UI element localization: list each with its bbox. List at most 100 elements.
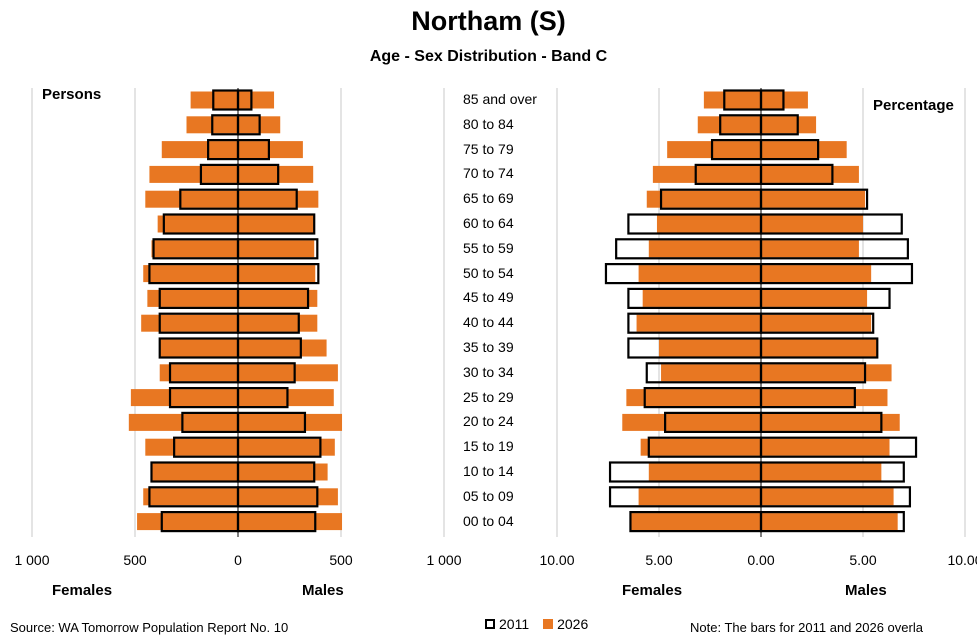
percentage-bar-2026-female	[630, 513, 761, 531]
persons-bar-2026-male	[238, 389, 334, 407]
persons-pyramid: 1 000 500 0 500 1 000	[14, 88, 462, 568]
persons-bar-2026-male	[238, 141, 303, 159]
percentage-bar-2026-female	[640, 438, 761, 456]
age-label: 00 to 04	[463, 512, 514, 529]
persons-bar-2026-female	[157, 215, 238, 233]
persons-bar-2026-male	[238, 438, 335, 456]
percentage-bar-2026-female	[646, 190, 761, 208]
percentage-tick-label: 10.00	[947, 552, 977, 568]
percentage-bar-2026-male	[761, 265, 872, 283]
percentage-bar-2026-male	[761, 215, 863, 233]
persons-bar-2026-male	[238, 488, 338, 506]
persons-bar-2026-female	[151, 463, 238, 481]
persons-bar-2026-female	[143, 265, 238, 283]
percentage-bar-2026-female	[667, 141, 761, 159]
persons-bar-2026-male	[238, 463, 328, 481]
percentage-bar-2026-male	[761, 190, 866, 208]
percentage-bar-2026-male	[761, 488, 894, 506]
legend-swatch-2026	[543, 619, 554, 629]
percentage-tick-label: 10.00	[539, 552, 574, 568]
persons-bar-2026-female	[145, 438, 238, 456]
percentage-bar-2026-male	[761, 141, 847, 159]
persons-bar-2026-female	[141, 314, 238, 332]
age-label: 30 to 34	[463, 363, 514, 380]
age-label: 20 to 24	[463, 413, 514, 430]
age-label: 80 to 84	[463, 115, 514, 132]
percentage-bar-2026-female	[697, 116, 761, 134]
age-label: 35 to 39	[463, 339, 514, 355]
age-label: 15 to 19	[463, 438, 514, 455]
persons-tick-label: 500	[329, 552, 353, 568]
percentage-bar-2026-female	[656, 215, 761, 233]
age-label: 45 to 49	[463, 289, 514, 306]
persons-bar-2026-male	[238, 513, 343, 531]
percentage-bar-2026-male	[761, 513, 898, 531]
percentage-bar-2026-male	[761, 438, 890, 456]
left-females-label: Females	[52, 582, 113, 599]
persons-bar-2026-male	[238, 265, 316, 283]
overlap-note: Note: The bars for 2011 and 2026 overla	[690, 620, 923, 635]
legend: 2011 2026	[485, 616, 588, 632]
age-label: 70 to 74	[463, 165, 514, 182]
right-females-label: Females	[622, 582, 683, 599]
percentage-bar-2026-male	[761, 364, 892, 382]
age-label: 10 to 14	[463, 463, 514, 479]
left-males-label: Males	[302, 582, 344, 599]
persons-bar-2026-male	[238, 91, 275, 109]
age-label: 65 to 69	[463, 190, 514, 207]
persons-bar-2026-female	[151, 240, 238, 258]
age-label: 60 to 64	[463, 215, 514, 231]
persons-bar-2026-female	[161, 141, 238, 159]
persons-bar-2026-male	[238, 240, 315, 258]
persons-tick-label: 500	[123, 552, 147, 568]
persons-bar-2026-male	[238, 289, 318, 307]
legend-label-2026: 2026	[557, 616, 589, 632]
persons-bar-2026-female	[143, 488, 238, 506]
persons-bar-2026-male	[238, 339, 327, 357]
persons-tick-label: 1 000	[426, 552, 461, 568]
persons-bar-2026-female	[159, 364, 238, 382]
percentage-tick-label: 0.00	[747, 552, 774, 568]
age-label: 05 to 09	[463, 487, 514, 504]
percentage-tick-label: 5.00	[849, 552, 876, 568]
percentage-bar-2026-female	[642, 289, 761, 307]
percentage-bar-2026-male	[761, 165, 859, 183]
persons-bar-2026-female	[137, 513, 238, 531]
percentage-bar-2026-male	[761, 463, 882, 481]
percentage-bar-2026-female	[638, 488, 761, 506]
percentage-bar-2026-male	[761, 314, 872, 332]
percentage-bar-2026-male	[761, 389, 888, 407]
percentage-bar-2026-male	[761, 289, 868, 307]
percentage-bar-2026-female	[661, 364, 761, 382]
percentage-bar-2026-female	[626, 389, 761, 407]
persons-bar-2026-male	[238, 413, 343, 431]
age-label: 50 to 54	[463, 264, 514, 281]
persons-bar-2026-male	[238, 215, 315, 233]
percentage-bar-2026-female	[636, 314, 761, 332]
percentage-tick-label: 5.00	[645, 552, 672, 568]
right-males-label: Males	[845, 582, 887, 599]
persons-tick-label: 1 000	[14, 552, 49, 568]
percentage-bar-2026-female	[659, 339, 761, 357]
left-chart-title: Persons	[42, 86, 102, 103]
age-label: 25 to 29	[463, 388, 514, 405]
percentage-bar-2026-male	[761, 240, 859, 258]
percentage-bar-2026-male	[761, 116, 817, 134]
percentage-bar-2026-male	[761, 413, 900, 431]
age-label: 55 to 59	[463, 239, 514, 256]
persons-bar-2026-male	[238, 314, 318, 332]
chart-title: Northam (S)	[411, 6, 566, 36]
persons-tick-label: 0	[234, 552, 242, 568]
percentage-bar-2026-female	[703, 91, 761, 109]
persons-bar-2026-male	[238, 165, 314, 183]
percentage-bar-2026-female	[638, 265, 761, 283]
percentage-pyramid: 10.00 5.00 0.00 5.00 10.00	[539, 88, 977, 568]
chart-subtitle: Age - Sex Distribution - Band C	[369, 48, 608, 65]
age-label: 85 and over	[463, 91, 537, 107]
source-note: Source: WA Tomorrow Population Report No…	[10, 620, 289, 635]
percentage-bar-2026-female	[622, 413, 761, 431]
age-label: 75 to 79	[463, 140, 514, 157]
percentage-bar-2026-male	[761, 339, 878, 357]
age-label: 40 to 44	[463, 314, 514, 331]
